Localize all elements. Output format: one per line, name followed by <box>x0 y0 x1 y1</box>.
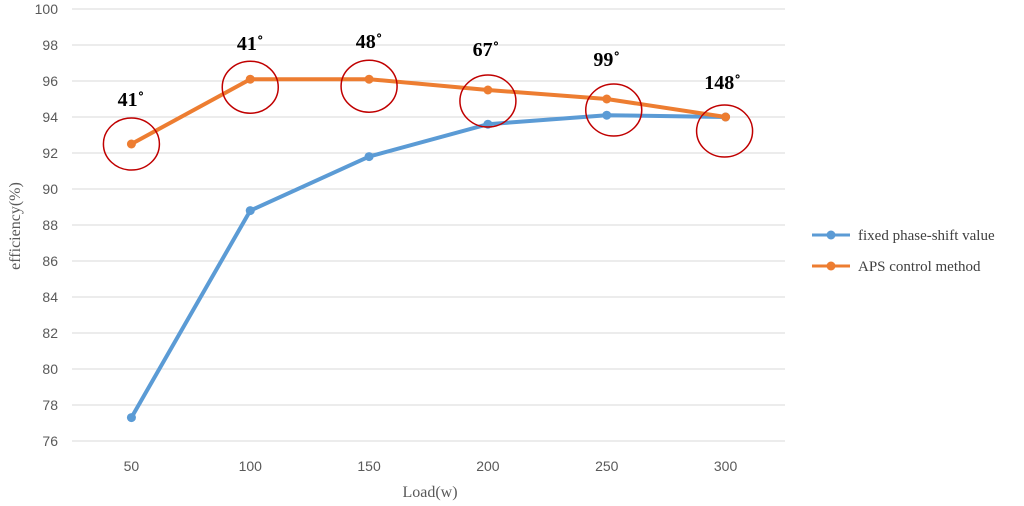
grid-lines <box>72 8 785 442</box>
highlight-circle <box>695 104 754 158</box>
y-axis-title: efficiency(%) <box>7 182 24 270</box>
angle-label: 41˚ <box>118 89 145 111</box>
legend-item-aps: APS control method <box>812 259 981 275</box>
y-tick-label: 90 <box>42 181 58 197</box>
data-point <box>602 94 612 104</box>
y-tick-label: 78 <box>42 397 58 413</box>
angle-label: 99˚ <box>593 49 620 71</box>
data-point <box>364 74 374 84</box>
y-tick-label: 82 <box>42 325 58 341</box>
legend-label-aps: APS control method <box>858 259 981 275</box>
y-tick-label: 94 <box>42 109 58 125</box>
data-point <box>245 74 255 84</box>
data-point <box>721 112 731 122</box>
data-point <box>126 413 136 423</box>
legend-item-fixed: fixed phase-shift value <box>812 228 995 244</box>
data-point <box>364 152 374 162</box>
angle-label: 41˚ <box>237 33 264 55</box>
data-point <box>602 110 612 120</box>
angle-label: 148˚ <box>704 72 741 94</box>
y-tick-label: 86 <box>42 253 58 269</box>
legend: fixed phase-shift value APS control meth… <box>812 228 995 275</box>
angle-label: 67˚ <box>473 39 500 61</box>
y-tick-labels: 76 78 80 82 84 86 88 90 92 94 96 98 100 <box>35 1 59 449</box>
y-tick-label: 100 <box>35 1 59 17</box>
y-tick-label: 88 <box>42 217 58 233</box>
highlight-circle <box>585 83 643 137</box>
x-axis-title: Load(w) <box>402 484 457 501</box>
series-line <box>129 77 728 146</box>
highlight-circle <box>221 60 279 114</box>
highlight-circle <box>340 59 398 113</box>
y-tick-label: 98 <box>42 37 58 53</box>
x-tick-label: 100 <box>239 458 263 474</box>
data-point <box>245 206 255 216</box>
y-tick-label: 84 <box>42 289 58 305</box>
x-tick-label: 200 <box>476 458 500 474</box>
y-tick-label: 80 <box>42 361 58 377</box>
y-tick-label: 96 <box>42 73 58 89</box>
highlight-circle <box>102 117 161 171</box>
angle-label: 48˚ <box>356 31 383 53</box>
series-line <box>129 113 728 420</box>
x-tick-label: 150 <box>357 458 381 474</box>
data-point <box>483 85 493 95</box>
x-tick-labels: 50 100 150 200 250 300 <box>124 458 738 474</box>
x-tick-label: 250 <box>595 458 619 474</box>
highlight-circle <box>459 74 517 128</box>
y-tick-label: 92 <box>42 145 58 161</box>
x-tick-label: 50 <box>124 458 140 474</box>
x-tick-label: 300 <box>714 458 738 474</box>
angle-annotations: 41˚ 41˚ 48˚ 67˚ 99˚ 148˚ <box>102 31 754 171</box>
data-point <box>126 139 136 149</box>
legend-label-fixed: fixed phase-shift value <box>858 228 995 244</box>
series-lines <box>126 74 731 423</box>
y-tick-label: 76 <box>42 433 58 449</box>
